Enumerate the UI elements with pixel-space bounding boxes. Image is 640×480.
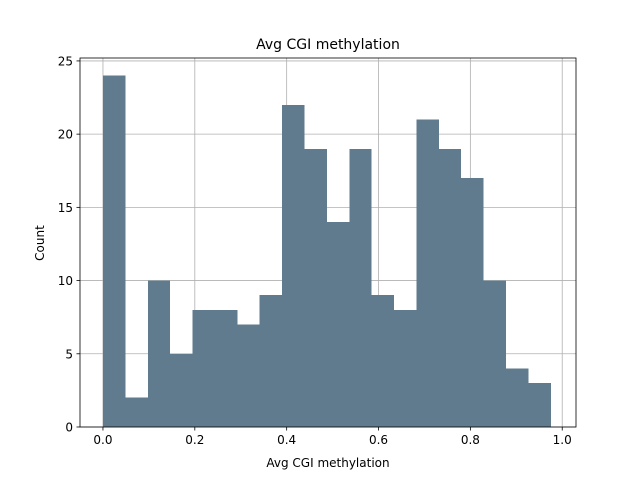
- histogram-bar-5: [215, 309, 238, 427]
- histogram-bar-1: [125, 397, 148, 427]
- y-axis-label: Count: [33, 225, 47, 261]
- axes-frame: [79, 57, 577, 428]
- histogram-bar-16: [461, 178, 484, 427]
- histogram-bar-13: [394, 309, 417, 427]
- x-tick-label: 1.0: [553, 433, 572, 447]
- histogram-bar-9: [304, 148, 328, 428]
- histogram-bar-2: [147, 280, 171, 427]
- histogram-bar-17: [483, 280, 507, 427]
- x-tick-label: 0.8: [461, 433, 480, 447]
- histogram-bar-12: [371, 295, 395, 427]
- histogram-bar-7: [259, 295, 283, 427]
- histogram-bar-4: [192, 309, 216, 427]
- chart-title: Avg CGI methylation: [256, 37, 400, 53]
- histogram-bar-0: [102, 75, 126, 428]
- histogram-bar-18: [506, 368, 529, 427]
- histogram-bars: [102, 75, 552, 428]
- histogram-bar-19: [528, 383, 552, 427]
- histogram-bar-11: [349, 148, 372, 428]
- y-tick-label: 25: [58, 54, 73, 68]
- y-tick-label: 20: [58, 128, 73, 142]
- histogram-bar-14: [416, 119, 440, 427]
- y-tick-label: 10: [58, 274, 73, 288]
- x-axis-ticks: 0.0 0.2 0.4 0.6 0.8 1.0: [93, 427, 572, 447]
- y-tick-label: 0: [65, 421, 73, 435]
- y-axis-ticks: 0 5 10 15 20 25: [58, 54, 80, 435]
- histogram-bar-8: [282, 104, 305, 427]
- histogram-bar-10: [327, 222, 350, 427]
- histogram-bar-3: [170, 353, 193, 427]
- x-tick-label: 0.2: [185, 433, 204, 447]
- y-tick-label: 15: [58, 201, 73, 215]
- x-tick-label: 0.6: [369, 433, 388, 447]
- y-tick-label: 5: [65, 347, 73, 361]
- x-tick-label: 0.0: [93, 433, 112, 447]
- x-tick-label: 0.4: [277, 433, 296, 447]
- plot-area: 0.0 0.2 0.4 0.6 0.8 1.0 0 5 10 15 20 25: [58, 54, 577, 447]
- histogram-bar-6: [237, 324, 260, 427]
- x-axis-label: Avg CGI methylation: [266, 456, 389, 470]
- axes-border: [79, 57, 577, 428]
- histogram-bar-15: [439, 148, 462, 428]
